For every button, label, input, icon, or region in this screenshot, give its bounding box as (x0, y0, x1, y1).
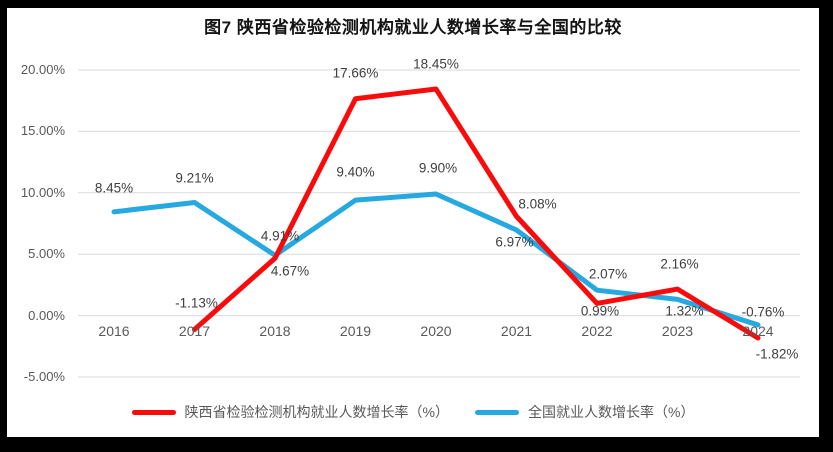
x-axis-tick-label: 2024 (742, 323, 774, 339)
legend-label-shaanxi: 陕西省检验检测机构就业人数增长率（%） (184, 404, 449, 420)
data-label-shaanxi: 4.67% (270, 263, 310, 279)
y-axis-tick-label: -5.00% (23, 369, 65, 384)
x-axis-tick-label: 2017 (178, 323, 211, 339)
plot-area (78, 69, 800, 378)
x-axis-tick-label: 2020 (420, 323, 452, 339)
data-label-national: 2.07% (588, 266, 628, 282)
data-label-shaanxi: -1.13% (175, 295, 218, 311)
legend-item-national: 全国就业人数增长率（%） (475, 402, 694, 422)
data-label-national: 9.90% (418, 160, 458, 176)
x-axis-tick-label: 2018 (259, 323, 291, 339)
data-label-national: -0.76% (741, 304, 785, 320)
data-label-national: 6.97% (495, 234, 534, 250)
data-label-national: 9.40% (336, 164, 375, 180)
legend-swatch-shaanxi-line (131, 409, 176, 415)
data-label-national: 4.91% (260, 228, 300, 244)
data-label-national: 1.32% (665, 303, 704, 319)
chart-title: 图7 陕西省检验检测机构就业人数增长率与全国的比较 (204, 18, 622, 37)
data-label-national: 8.45% (94, 180, 134, 196)
data-label-shaanxi: 17.66% (332, 65, 379, 81)
data-label-shaanxi: 8.08% (518, 196, 557, 212)
x-axis-tick-label: 2022 (581, 323, 613, 339)
legend-label-national: 全国就业人数增长率（%） (528, 404, 695, 420)
data-label-shaanxi: 2.16% (660, 256, 699, 272)
legend: 陕西省检验检测机构就业人数增长率（%） 全国就业人数增长率（%） (7, 402, 819, 422)
data-label-national: 9.21% (175, 170, 214, 185)
series-line-shaanxi (192, 86, 761, 341)
y-axis-tick-label: 10.00% (20, 184, 65, 200)
y-axis-tick-label: 0.00% (28, 307, 65, 323)
legend-swatch-national-line (475, 409, 519, 415)
data-label-shaanxi: -1.82% (755, 346, 799, 362)
x-axis-tick-label: 2023 (661, 323, 694, 339)
legend-item-shaanxi: 陕西省检验检测机构就业人数增长率（%） (131, 402, 449, 422)
y-axis-tick-label: 20.00% (20, 62, 65, 77)
x-axis-tick-label: 2019 (339, 323, 372, 339)
data-label-shaanxi: 18.45% (413, 56, 459, 72)
x-axis-tick-label: 2016 (98, 323, 130, 339)
chart-frame: 图7 陕西省检验检测机构就业人数增长率与全国的比较 20.00% 15.00% 10… (7, 8, 819, 437)
data-label-shaanxi: 0.99% (580, 303, 620, 319)
x-axis-tick-label: 2021 (500, 323, 533, 339)
y-axis-tick-label: 5.00% (28, 246, 65, 262)
y-axis-tick-label: 15.00% (20, 123, 65, 139)
